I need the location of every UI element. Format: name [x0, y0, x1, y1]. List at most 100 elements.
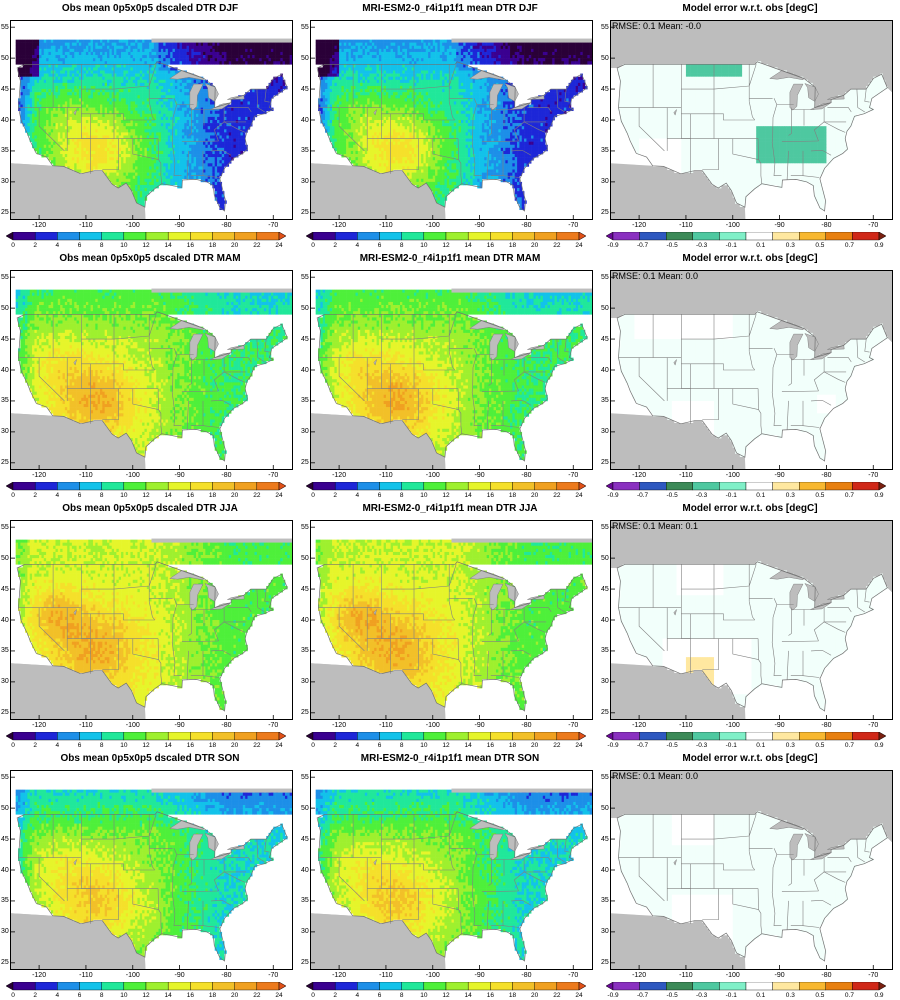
colorbar-label: 4: [56, 992, 60, 999]
colorbar: [606, 732, 886, 741]
panel-title: Obs mean 0p5x0p5 dscaled DTR DJF: [0, 3, 300, 14]
colorbar-bin: [379, 482, 402, 491]
lat-tick-label: 25: [301, 709, 309, 716]
colorbar-bin: [692, 732, 720, 741]
colorbar-bin: [145, 732, 169, 741]
colorbar-bin: [423, 482, 447, 491]
colorbar-label: 0.5: [815, 492, 824, 499]
lon-tick-label: -120: [632, 972, 646, 979]
lon-tick-label: -80: [221, 972, 231, 979]
colorbar-bin: [256, 232, 280, 241]
colorbar-label: 0: [11, 242, 15, 249]
lat-tick-label: 50: [1, 305, 9, 312]
colorbar-label: 0.1: [756, 492, 765, 499]
lat-tick-label: 50: [301, 555, 309, 562]
colorbar-low-arrow: [606, 982, 614, 991]
lat-tick-label: 40: [601, 117, 609, 124]
lon-tick-label: -100: [126, 472, 140, 479]
colorbar-label: 20: [531, 492, 538, 499]
no-data-band: [311, 521, 592, 540]
colorbar-bin: [101, 232, 125, 241]
colorbar-label: 18: [209, 742, 216, 749]
colorbar-bin: [379, 232, 402, 241]
country-outline: [316, 811, 588, 962]
colorbar-label: 14: [465, 742, 472, 749]
lat-tick-label: 40: [301, 117, 309, 124]
panel-title: Obs mean 0p5x0p5 dscaled DTR SON: [0, 753, 300, 764]
lat-tick-label: 35: [601, 397, 609, 404]
colorbar-label: 2: [333, 742, 337, 749]
map-panel: Obs mean 0p5x0p5 dscaled DTR SON 55 50 45 40…: [0, 750, 300, 1000]
colorbar-bin: [34, 482, 58, 491]
colorbar-label: 8: [400, 992, 404, 999]
canada-land: [611, 271, 892, 358]
colorbar-label: 12: [142, 992, 149, 999]
lon-tick-label: -120: [332, 722, 346, 729]
map-frame: [310, 270, 593, 470]
lat-tick-label: 35: [1, 897, 9, 904]
colorbar-high-arrow: [278, 482, 286, 491]
lon-tick-label: -80: [521, 972, 531, 979]
colorbar-label: 20: [231, 242, 238, 249]
colorbar-bin: [190, 732, 213, 741]
colorbar-label: 10: [120, 492, 127, 499]
colorbar-label: 0: [311, 742, 315, 749]
colorbar-label: 22: [253, 242, 260, 249]
colorbar-bin: [798, 732, 826, 741]
no-data-strip: [451, 288, 592, 293]
lat-tick-label: 40: [1, 867, 9, 874]
colorbar-bin: [312, 732, 336, 741]
lat-tick-label: 40: [601, 617, 609, 624]
no-data-strip: [451, 38, 592, 43]
lat-tick-label: 45: [601, 86, 609, 93]
lat-tick-label: 45: [301, 836, 309, 843]
colorbar-bin: [512, 982, 535, 991]
lat-tick-label: 35: [301, 647, 309, 654]
colorbar-label: 22: [553, 242, 560, 249]
country-outline: [616, 811, 888, 962]
colorbar-label: 20: [231, 992, 238, 999]
colorbar-high-arrow: [278, 232, 286, 241]
map-canvas: [11, 271, 292, 469]
colorbar-label: 2: [333, 992, 337, 999]
lon-tick-label: -90: [775, 472, 785, 479]
colorbar-bin: [79, 482, 102, 491]
colorbar-bin: [256, 482, 280, 491]
no-data-band: [311, 271, 592, 290]
no-data-band: [11, 771, 292, 790]
lon-tick-label: -90: [175, 472, 185, 479]
no-data-band: [311, 21, 592, 40]
lon-tick-label: -110: [379, 222, 393, 229]
colorbar-bin: [772, 732, 800, 741]
colorbar-label: 20: [531, 992, 538, 999]
colorbar-label: 4: [56, 742, 60, 749]
colorbar-label: -0.3: [696, 992, 707, 999]
colorbar-bin: [79, 982, 102, 991]
colorbar-label: -0.5: [667, 242, 678, 249]
lat-tick-label: 25: [301, 209, 309, 216]
lon-tick-label: -100: [126, 722, 140, 729]
mexico-land: [311, 913, 446, 969]
map-canvas: [311, 771, 592, 969]
map-canvas: [311, 21, 592, 219]
lat-tick-label: 30: [301, 178, 309, 185]
colorbar-bin: [467, 232, 491, 241]
lon-tick-label: -110: [679, 972, 693, 979]
colorbar-bin: [639, 982, 667, 991]
colorbar-bin: [825, 232, 853, 241]
colorbar-bin: [490, 982, 513, 991]
colorbar-bin: [612, 232, 640, 241]
mexico-land: [311, 163, 446, 219]
field-cells: [15, 39, 292, 211]
lon-tick-label: -90: [175, 722, 185, 729]
colorbar-bin: [490, 482, 513, 491]
lat-tick-label: 25: [601, 459, 609, 466]
no-data-strip: [451, 538, 592, 543]
lake: [373, 859, 377, 866]
colorbar-low-arrow: [6, 982, 14, 991]
colorbar-bin: [745, 482, 773, 491]
colorbar-bin: [312, 232, 336, 241]
colorbar: [306, 982, 586, 991]
mexico-land: [611, 663, 746, 719]
colorbar-bin: [745, 232, 773, 241]
